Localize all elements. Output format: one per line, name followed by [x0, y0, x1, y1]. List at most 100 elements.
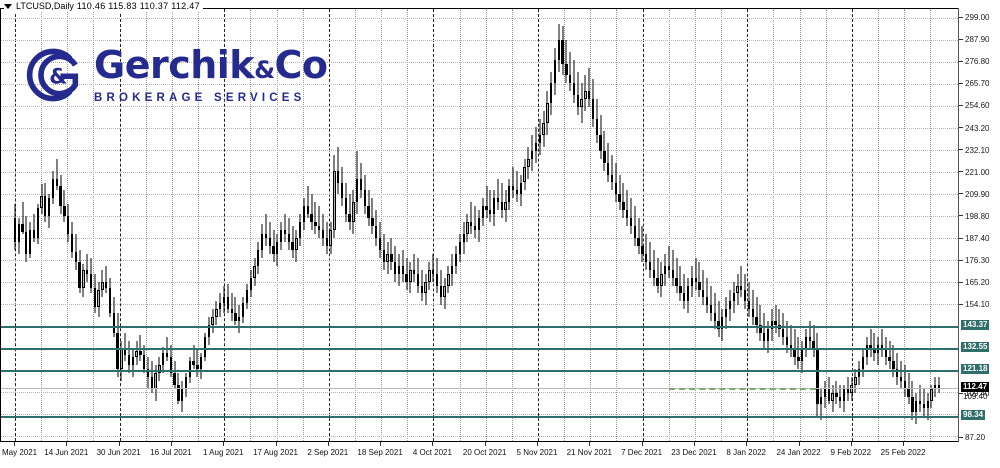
date-axis-tickmark [641, 442, 643, 446]
candle-body [390, 253, 393, 262]
candle-body [785, 337, 789, 346]
candle-body [820, 396, 823, 405]
candlestick [846, 9, 849, 441]
candle-body [588, 91, 591, 100]
horizontal-gridline [1, 414, 958, 415]
candlestick [181, 9, 184, 441]
date-axis-tick-label: 30 Jun 2021 [96, 448, 141, 457]
vertical-gridline [799, 9, 801, 441]
candle-wick [63, 190, 65, 223]
candlestick [728, 9, 732, 441]
candle-body [25, 232, 28, 254]
candlestick [546, 9, 549, 441]
candle-body [234, 313, 237, 322]
date-axis-tickmark [66, 442, 68, 446]
price-axis[interactable]: 299.00 287.90 276.80 265.70 254.60 243.20 232.… [958, 8, 1000, 442]
candle-body [827, 388, 830, 401]
candle-body [424, 281, 427, 294]
horizontal-gridline [1, 260, 958, 261]
date-axis-tickmark [798, 442, 800, 446]
candle-body [325, 238, 328, 246]
candlestick [139, 9, 142, 441]
candle-wick [820, 388, 822, 421]
dashed-price-level-line[interactable] [669, 387, 816, 390]
candle-body [222, 297, 226, 304]
candle-wick [322, 214, 324, 246]
candle-body [310, 214, 313, 223]
candlestick [116, 9, 119, 441]
candlestick [207, 9, 211, 441]
date-axis-tickmark [432, 442, 434, 446]
price-level-line[interactable] [1, 370, 958, 373]
date-axis[interactable]: 29 May 2021 14 Jun 2021 30 Jun 2021 16 Jul … [0, 442, 958, 468]
candlestick [660, 9, 663, 441]
candlestick [527, 9, 530, 441]
candle-body [451, 265, 454, 274]
candle-wick [813, 325, 815, 357]
candle-body [607, 162, 610, 175]
candlestick [314, 9, 317, 441]
candle-body [131, 356, 134, 365]
candlestick [192, 9, 195, 441]
candlestick [36, 9, 39, 441]
candlestick [253, 9, 256, 441]
candle-wick [672, 249, 674, 286]
candle-wick [619, 174, 621, 211]
candle-body [279, 230, 283, 242]
candlestick [101, 9, 104, 441]
date-axis-tickmark [850, 442, 852, 446]
horizontal-gridline [1, 282, 958, 283]
chart-plot-area[interactable] [0, 8, 958, 442]
price-axis-tick: 243.20 [959, 124, 1000, 133]
candlestick [451, 9, 454, 441]
candle-body [298, 222, 302, 238]
candlestick [884, 9, 888, 441]
candlestick [85, 9, 89, 441]
candle-body [356, 178, 359, 203]
price-level-line[interactable] [1, 347, 958, 350]
date-axis-tickmark [14, 442, 15, 446]
candle-body [466, 222, 469, 235]
candlestick [797, 9, 800, 441]
candle-body [515, 190, 519, 195]
candle-body [717, 321, 720, 330]
candle-body [40, 196, 43, 209]
date-axis-tick-label: 16 Jul 2021 [150, 448, 192, 457]
chevron-down-icon[interactable] [4, 3, 12, 9]
candle-body [743, 289, 747, 302]
candle-wick [33, 214, 35, 242]
candle-body [591, 99, 595, 120]
candlestick [279, 9, 283, 441]
candle-body [454, 253, 458, 266]
candle-body [378, 238, 382, 250]
price-level-line[interactable] [1, 415, 958, 418]
candle-body [219, 303, 222, 310]
candlestick [268, 9, 271, 441]
candle-body [13, 218, 17, 242]
price-level-label: 121.18 [961, 364, 990, 375]
candle-body [375, 226, 378, 238]
candlestick [287, 9, 290, 441]
candlestick [481, 9, 484, 441]
candlestick [820, 9, 823, 441]
vertical-gridline [119, 9, 121, 441]
candlestick [272, 9, 275, 441]
candlestick [283, 9, 287, 441]
candle-body [637, 238, 640, 246]
candlestick [196, 9, 199, 441]
candle-body [66, 216, 70, 235]
candle-wick [835, 380, 837, 405]
horizontal-gridline [1, 194, 958, 195]
candlestick [549, 9, 553, 441]
candlestick [371, 9, 374, 441]
candle-body [801, 348, 804, 361]
price-level-line[interactable] [1, 387, 958, 389]
candle-body [230, 309, 233, 314]
price-level-line[interactable] [1, 326, 958, 329]
vertical-gridline [904, 9, 906, 441]
candle-body [797, 356, 800, 361]
candlestick [918, 9, 922, 441]
candle-body [648, 261, 652, 270]
candle-body [363, 190, 366, 207]
price-axis-tick: 209.90 [959, 190, 1000, 199]
